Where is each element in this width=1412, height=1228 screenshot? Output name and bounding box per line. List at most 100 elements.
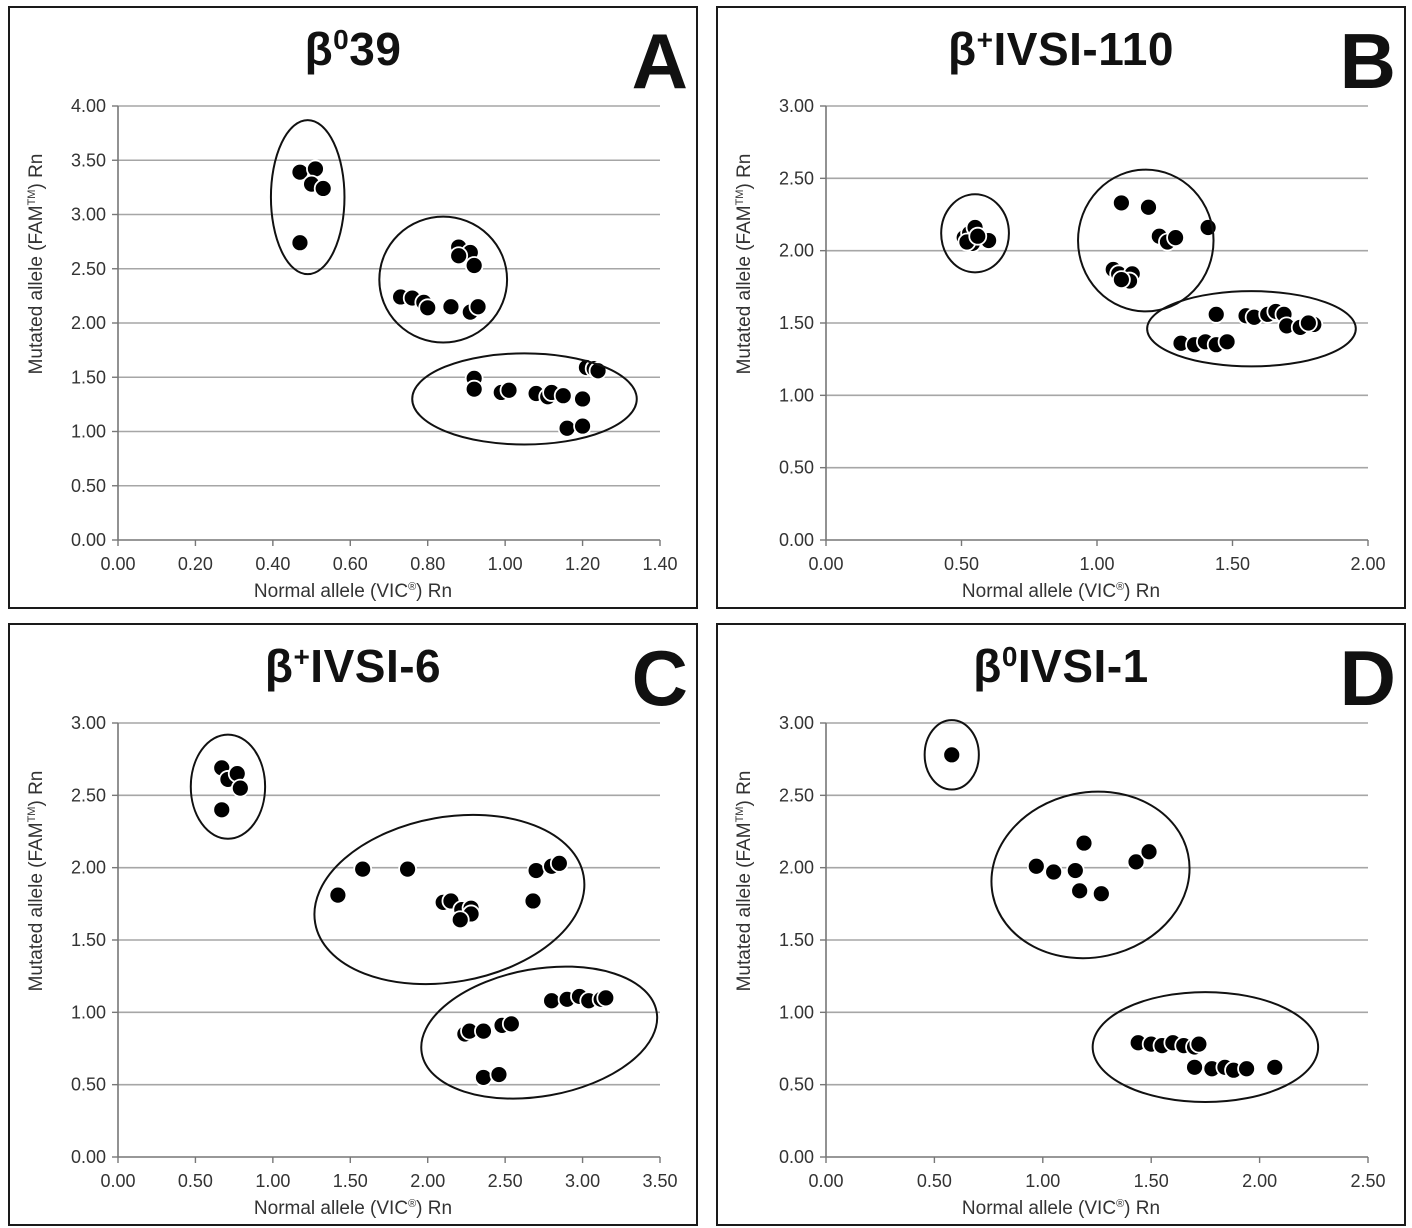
data-point xyxy=(1065,861,1085,880)
y-tick-label: 0.50 xyxy=(779,1075,814,1095)
cluster-ellipse xyxy=(313,813,586,986)
data-point xyxy=(1091,884,1111,904)
x-tick-label: 2.50 xyxy=(488,1171,523,1191)
x-tick-label: 0.00 xyxy=(808,554,843,574)
chart-title: β0IVSI-1 xyxy=(973,640,1149,692)
data-point xyxy=(1111,270,1131,290)
data-point xyxy=(1206,304,1226,324)
cluster-ellipse xyxy=(411,352,638,446)
y-tick-label: 0.00 xyxy=(71,1147,106,1167)
data-point xyxy=(549,853,569,873)
x-axis-label: Normal allele (VIC®) Rn xyxy=(253,581,453,602)
cluster-ellipse xyxy=(1091,991,1320,1104)
cluster-ellipse xyxy=(420,965,659,1100)
y-tick-label: 3.00 xyxy=(71,713,106,733)
data-point xyxy=(1237,1059,1256,1079)
x-tick-label: 0.60 xyxy=(333,554,368,574)
y-tick-label: 3.00 xyxy=(779,96,814,116)
x-tick-label: 0.80 xyxy=(410,554,445,574)
data-point xyxy=(290,233,310,253)
y-tick-label: 3.50 xyxy=(71,150,106,170)
data-point xyxy=(464,256,484,275)
cluster-ellipse xyxy=(940,193,1010,274)
panel-letter: D xyxy=(1339,634,1396,722)
data-point xyxy=(942,745,962,765)
y-tick-label: 2.00 xyxy=(779,858,814,878)
cluster-ellipse xyxy=(269,119,346,276)
x-tick-label: 2.50 xyxy=(1350,1171,1385,1191)
y-tick-label: 0.50 xyxy=(71,1075,106,1095)
y-tick-label: 2.50 xyxy=(71,259,106,279)
y-tick-label: 2.00 xyxy=(71,313,106,333)
panel-letter: A xyxy=(631,17,688,105)
data-point xyxy=(441,297,461,317)
data-point xyxy=(501,1014,521,1034)
x-axis-label: Normal allele (VIC®) Rn xyxy=(961,581,1161,602)
data-point xyxy=(474,1068,493,1087)
y-axis-label: Mutated allele (FAMTM) Rn xyxy=(26,153,47,375)
x-tick-label: 0.40 xyxy=(255,554,290,574)
x-tick-label: 0.50 xyxy=(178,1171,213,1191)
x-tick-label: 1.40 xyxy=(642,554,677,574)
y-axis-label: Mutated allele (FAMTM) Rn xyxy=(734,770,755,992)
data-point xyxy=(1265,1057,1285,1077)
data-point xyxy=(464,379,484,399)
panel-letter: C xyxy=(631,634,688,722)
y-tick-label: 1.50 xyxy=(71,367,106,387)
y-tick-label: 2.50 xyxy=(779,785,814,805)
data-point xyxy=(1026,856,1046,876)
data-point xyxy=(212,800,232,820)
data-point xyxy=(542,991,561,1011)
y-tick-label: 3.00 xyxy=(71,205,106,225)
scatter-plot: 0.00 0.50 1.00 1.50 2.00 2.50 3.00 0.00 0.50 1.00… xyxy=(779,96,1386,574)
chart-panel-d: β0IVSI-1 D 0.00 0.50 1.00 1.50 2.00 2.50 3.00 0… xyxy=(716,623,1406,1226)
data-point xyxy=(313,179,333,198)
data-point xyxy=(1166,228,1185,248)
x-axis-label: Normal allele (VIC®) Rn xyxy=(253,1198,453,1219)
x-tick-label: 0.00 xyxy=(100,554,135,574)
data-point xyxy=(1044,862,1064,882)
x-tick-label: 1.00 xyxy=(1025,1171,1060,1191)
x-tick-label: 3.50 xyxy=(642,1171,677,1191)
data-point xyxy=(499,380,519,400)
cluster-ellipse xyxy=(923,719,980,791)
data-point xyxy=(1298,313,1318,333)
x-tick-label: 1.50 xyxy=(1215,554,1250,574)
data-point xyxy=(553,386,573,406)
data-point xyxy=(596,988,616,1008)
cluster-ellipse xyxy=(1146,290,1357,368)
data-point xyxy=(449,246,469,266)
data-point xyxy=(1074,833,1094,853)
y-tick-label: 1.00 xyxy=(71,1002,106,1022)
x-tick-label: 0.50 xyxy=(944,554,979,574)
y-tick-label: 3.00 xyxy=(779,713,814,733)
y-tick-label: 2.50 xyxy=(779,168,814,188)
cluster-ellipse xyxy=(189,733,267,840)
y-tick-label: 1.50 xyxy=(71,930,106,950)
y-tick-label: 0.00 xyxy=(71,530,106,550)
x-tick-label: 1.00 xyxy=(255,1171,290,1191)
y-tick-label: 2.00 xyxy=(779,241,814,261)
y-tick-label: 2.50 xyxy=(71,785,106,805)
data-point xyxy=(398,859,417,879)
y-tick-label: 0.00 xyxy=(779,1147,814,1167)
data-point xyxy=(489,1065,509,1084)
x-tick-label: 1.00 xyxy=(1079,554,1114,574)
x-tick-label: 2.00 xyxy=(410,1171,445,1191)
x-tick-label: 1.50 xyxy=(333,1171,368,1191)
data-point xyxy=(1070,881,1090,901)
x-tick-label: 1.50 xyxy=(1134,1171,1169,1191)
data-point xyxy=(968,226,988,246)
data-point xyxy=(328,885,348,905)
cluster-ellipse xyxy=(990,790,1191,960)
data-point xyxy=(573,416,592,436)
chart-panel-a: β039 A 0.00 0.50 1.00 1.50 2.00 2.50 3.00 3.50 4… xyxy=(8,6,698,609)
data-point xyxy=(1111,193,1131,213)
chart-panel-b: β+IVSI-110 B 0.00 0.50 1.00 1.50 2.00 2.50 3.0… xyxy=(716,6,1406,609)
x-tick-label: 0.50 xyxy=(917,1171,952,1191)
data-point xyxy=(1217,332,1237,352)
y-tick-label: 1.00 xyxy=(71,422,106,442)
data-point xyxy=(450,910,470,930)
panel-letter: B xyxy=(1339,17,1396,105)
chart-title: β+IVSI-6 xyxy=(264,640,442,692)
